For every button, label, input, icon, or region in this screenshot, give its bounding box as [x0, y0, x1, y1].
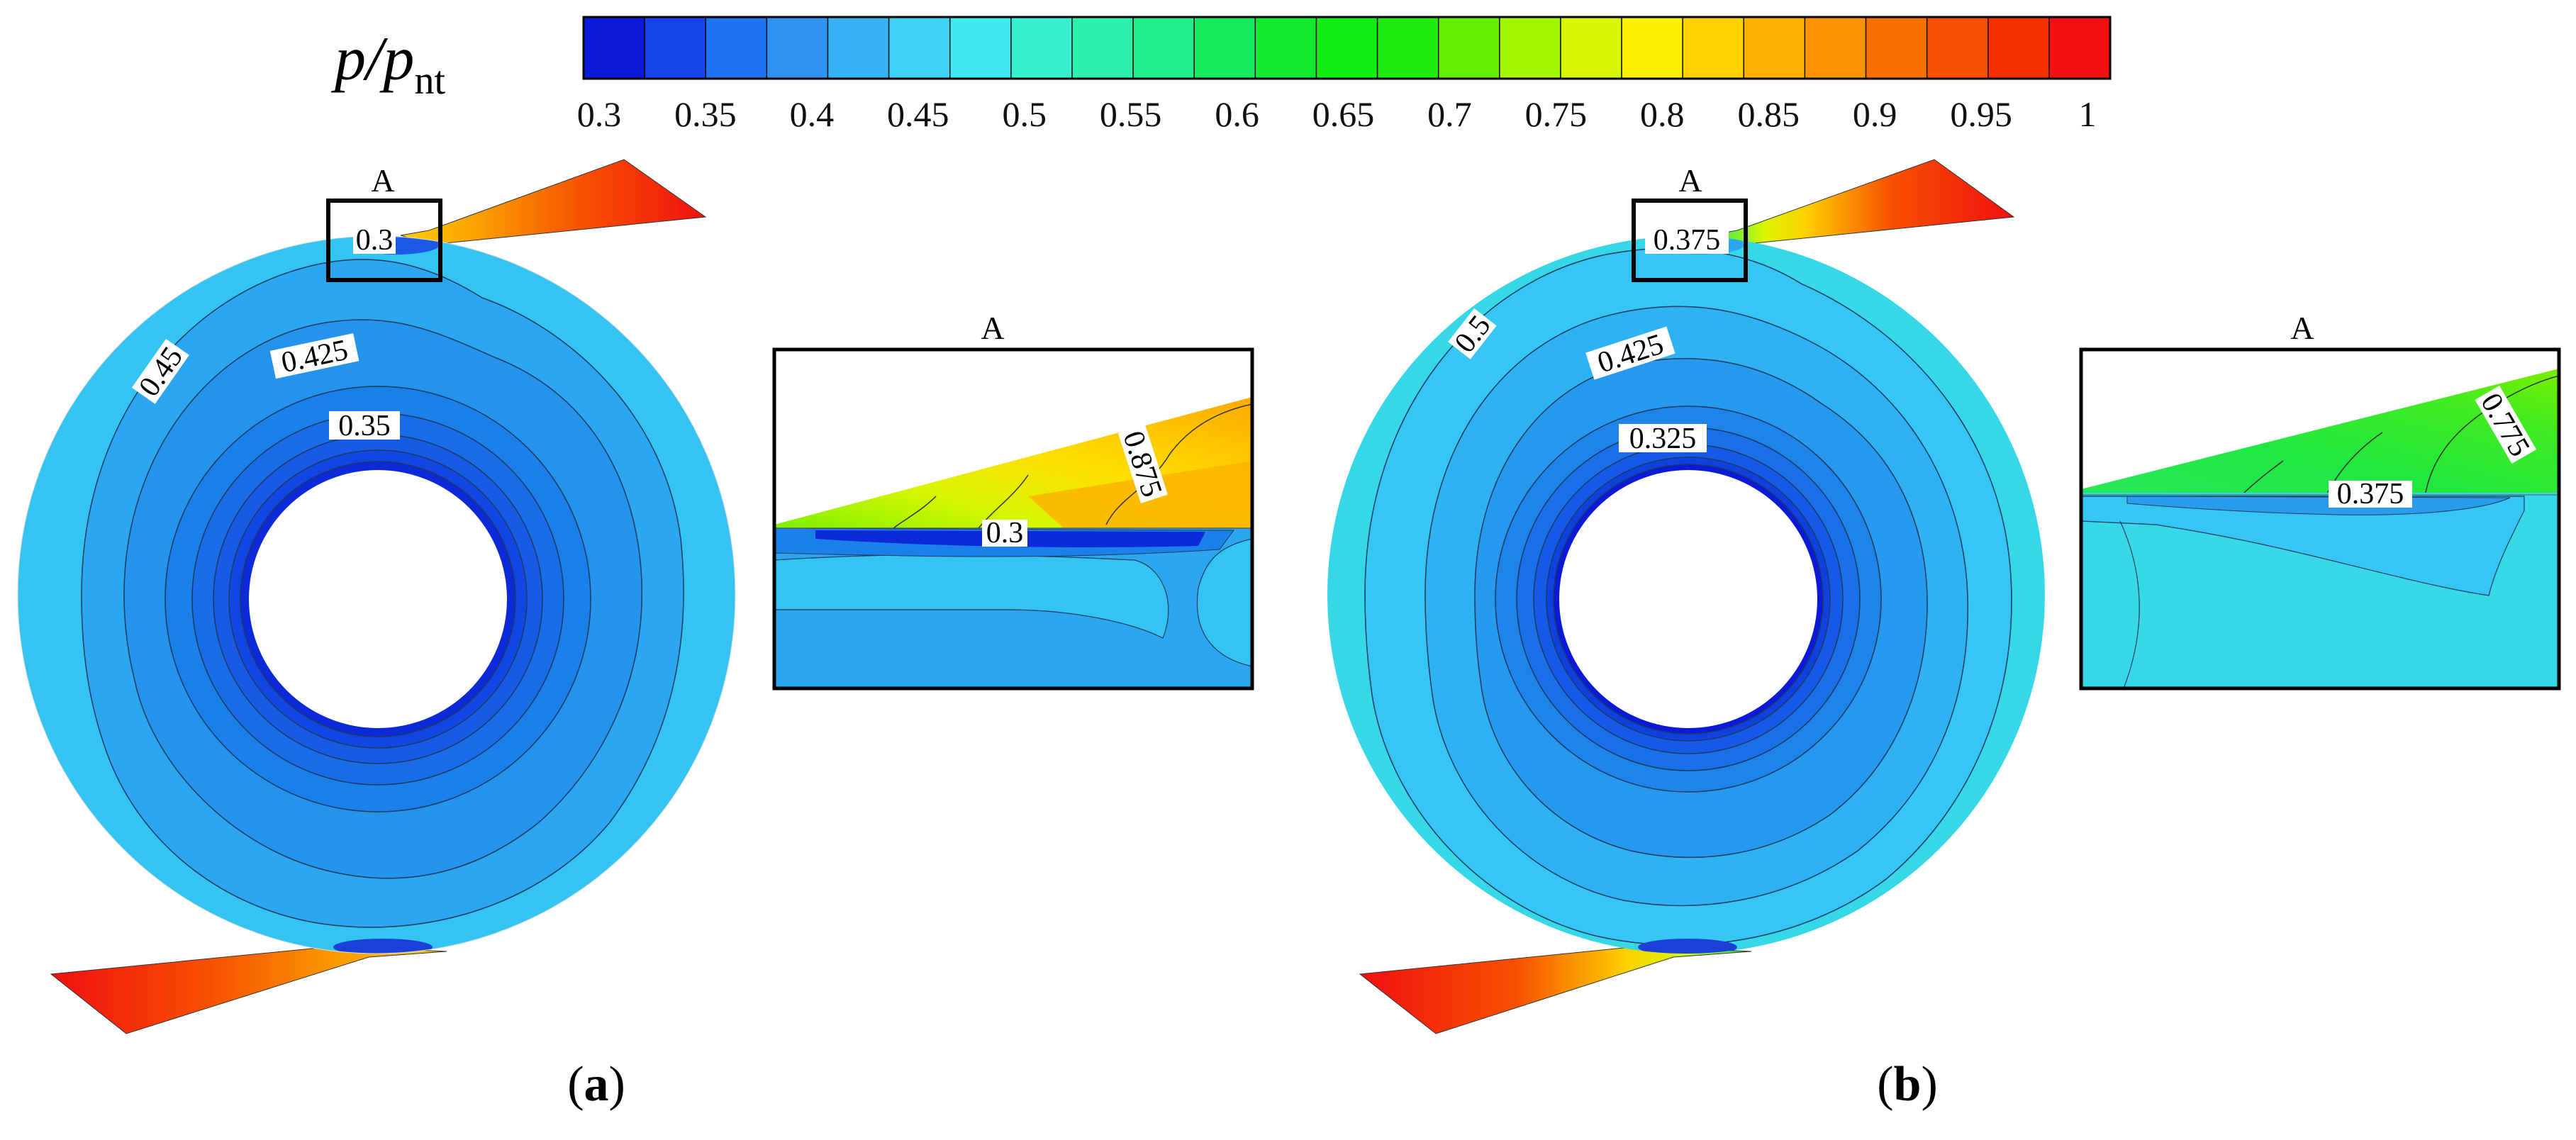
nozzle-bottom-b [1359, 946, 1752, 1034]
colorbar-tick-label: 0.8 [1640, 94, 1685, 134]
panel-label-b: (b) [1877, 1057, 1938, 1112]
colorbar-cell [1682, 16, 1745, 79]
svg-text:0.375: 0.375 [2337, 478, 2404, 510]
svg-text:0.3: 0.3 [986, 517, 1024, 549]
colorbar-tick-label: 1 [2079, 94, 2097, 134]
colorbar-cell [827, 16, 890, 79]
colorbar: p/pnt 0.3 0.35 0.4 0.45 0.5 0.55 0.6 0.65 0.7 0.7… [330, 16, 2112, 134]
colorbar-cell [583, 16, 646, 79]
colorbar-cell [1071, 16, 1134, 79]
colorbar-tick-label: 0.3 [577, 94, 622, 134]
svg-text:0.35: 0.35 [338, 410, 391, 442]
colorbar-tick-label: 0.75 [1525, 94, 1588, 134]
colorbar-title: p/pnt [330, 25, 445, 103]
colorbar-cell [888, 16, 951, 79]
zoom-jet-region-b [2081, 369, 2559, 496]
colorbar-tick-label: 0.6 [1215, 94, 1259, 134]
panel-label-a: (a) [567, 1057, 625, 1112]
colorbar-tick-labels: 0.3 0.35 0.4 0.45 0.5 0.55 0.6 0.65 0.7 0.75 0.8 0.… [577, 94, 2097, 134]
colorbar-cell [644, 16, 707, 79]
svg-text:0.325: 0.325 [1629, 423, 1697, 455]
colorbar-tick-label: 0.95 [1950, 94, 2012, 134]
zoom-marker-box-a [326, 199, 442, 282]
zoom-inset-title-a: A [981, 310, 1004, 346]
contour-label-a-3: 0.35 [329, 410, 400, 442]
colorbar-cell [1376, 16, 1439, 79]
contour-label-b-3: 0.325 [1619, 423, 1707, 455]
zoom-marker-box-b [1632, 199, 1748, 282]
inner-hole-b [1559, 470, 1817, 728]
colorbar-cell [1193, 16, 1256, 79]
panel-a: 0.3 0.45 0.425 0.35 A A [17, 159, 1254, 1112]
colorbar-tick-label: 0.7 [1427, 94, 1472, 134]
colorbar-title-main: p/p [330, 25, 414, 94]
nozzle-top-b [1708, 159, 2015, 245]
colorbar-cell [705, 16, 768, 79]
colorbar-cell [1621, 16, 1684, 79]
colorbar-tick-label: 0.5 [1002, 94, 1047, 134]
zoom-marker-label-a: A [371, 162, 394, 199]
panel-b: 0.375 0.5 0.425 0.325 A A [1327, 159, 2561, 1112]
colorbar-cell [1743, 16, 1806, 79]
zoom-contour-label-b-1: 0.375 [2329, 478, 2412, 510]
zoom-inset-title-b: A [2290, 310, 2314, 346]
low-pressure-spot-bottom-b [1638, 939, 1737, 954]
colorbar-cell [1865, 16, 1928, 79]
svg-text:0.3: 0.3 [356, 224, 394, 257]
zoom-contour-label-a-1: 0.3 [982, 517, 1027, 549]
zoom-low-region-b [2081, 496, 2525, 596]
colorbar-cell [949, 16, 1013, 79]
colorbar-tick-label: 0.55 [1100, 94, 1162, 134]
low-pressure-spot-bottom-a [333, 939, 433, 954]
colorbar-tick-label: 0.65 [1312, 94, 1375, 134]
contour-label-a-0: 0.3 [353, 224, 396, 257]
zoom-marker-label-b: A [1678, 162, 1702, 199]
colorbar-tick-label: 0.45 [887, 94, 949, 134]
colorbar-cell [1987, 16, 2051, 79]
zoom-inset-frame-b [2079, 347, 2561, 691]
colorbar-title-subscript: nt [414, 59, 445, 103]
colorbar-tick-label: 0.4 [790, 94, 835, 134]
colorbar-frame [582, 16, 2112, 80]
colorbar-cells [583, 16, 2112, 79]
colorbar-cell [1804, 16, 1867, 79]
inner-hole-a [249, 470, 507, 728]
colorbar-cell [1437, 16, 1501, 79]
zoom-inset-frame-a [772, 347, 1254, 691]
nozzle-top-a [400, 159, 707, 245]
colorbar-cell [1132, 16, 1195, 79]
colorbar-cell [1560, 16, 1623, 79]
svg-text:0.375: 0.375 [1654, 224, 1721, 257]
colorbar-cell [2048, 16, 2112, 79]
colorbar-cell [1926, 16, 1990, 79]
colorbar-tick-label: 0.9 [1853, 94, 1897, 134]
colorbar-cell [766, 16, 829, 79]
contour-label-b-0: 0.375 [1645, 224, 1729, 257]
colorbar-cell [1010, 16, 1074, 79]
nozzle-bottom-a [50, 946, 447, 1034]
colorbar-cell [1315, 16, 1378, 79]
colorbar-cell [1254, 16, 1317, 79]
colorbar-tick-label: 0.85 [1737, 94, 1800, 134]
colorbar-cell [1499, 16, 1562, 79]
colorbar-tick-label: 0.35 [674, 94, 737, 134]
